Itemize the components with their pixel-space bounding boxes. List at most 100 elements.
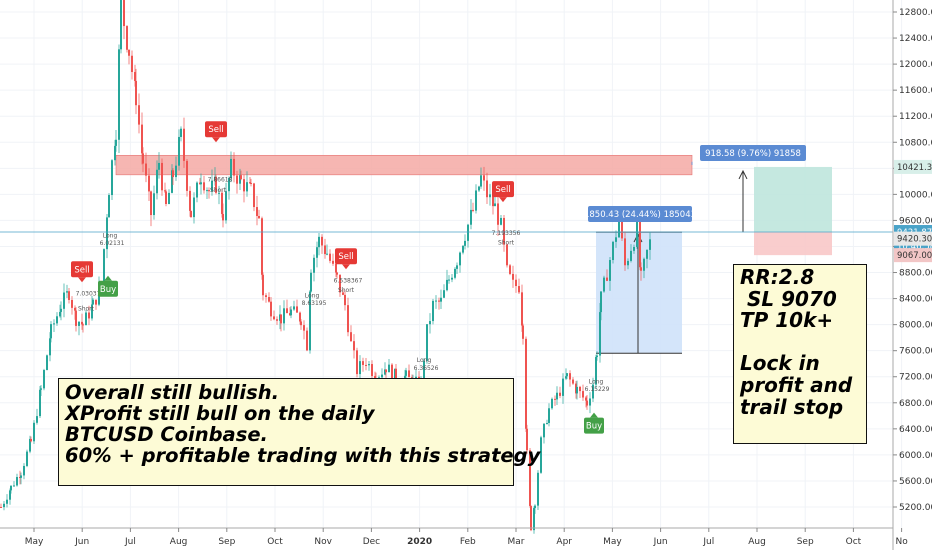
candle-body — [233, 158, 235, 176]
y-tick-label: 11600.00 — [899, 86, 932, 96]
candle-body — [566, 373, 568, 377]
signal-detail: Short — [210, 187, 227, 194]
candle-body — [172, 170, 174, 178]
candle-body — [228, 178, 230, 192]
signal-pointer — [499, 197, 507, 203]
candle-body — [448, 279, 450, 281]
candle-body — [615, 237, 617, 242]
candle-body — [310, 272, 312, 292]
x-tick-label: Sep — [797, 537, 814, 547]
candle-body — [135, 80, 137, 106]
tag-entry-bg — [894, 231, 932, 246]
candle-body — [459, 252, 461, 266]
candle-body — [74, 307, 76, 311]
candle-body — [23, 465, 25, 476]
candle-body — [256, 207, 258, 217]
candle-body — [293, 306, 295, 310]
candle-body — [497, 203, 499, 225]
candle-body — [521, 292, 523, 326]
candle-body — [128, 49, 130, 56]
candle-body — [489, 194, 491, 198]
candle-body — [175, 165, 177, 178]
candle-body — [16, 477, 18, 486]
candle-body — [435, 300, 437, 302]
candle-body — [569, 373, 571, 380]
candle-body — [639, 221, 641, 268]
tag-sl-bg — [894, 248, 932, 263]
candle-body — [454, 268, 456, 278]
signal-detail: Long — [305, 292, 320, 299]
candle-body — [356, 350, 358, 375]
signal-bg — [492, 181, 514, 198]
candle-body — [236, 175, 238, 184]
candle-body — [592, 384, 594, 399]
x-axis: May Jun Jul Aug Sep Oct Nov Dec 2020 Feb Mar Apr May… — [0, 527, 908, 547]
candle-body — [106, 217, 108, 250]
candle-body — [91, 304, 93, 319]
x-tick-label: May — [603, 537, 622, 547]
candle-body — [451, 277, 453, 280]
candle-body — [208, 190, 210, 192]
tag-tp: 10421.31 — [894, 159, 932, 174]
candle-body — [359, 361, 361, 375]
candle-body — [186, 160, 188, 191]
candle-body — [612, 241, 614, 261]
candle-body — [211, 180, 213, 192]
candle-body — [478, 186, 480, 191]
sell-signal: Sell — [335, 248, 357, 270]
candle-body — [335, 263, 337, 273]
candle-body — [526, 428, 528, 451]
candle-body — [60, 308, 62, 312]
candle-body — [353, 341, 355, 351]
candle-body — [103, 249, 105, 286]
candle-body — [240, 175, 242, 180]
candle-body — [446, 279, 448, 291]
candle-body — [46, 355, 48, 371]
candle-body — [350, 332, 352, 342]
y-tick-label: 9600.00 — [899, 216, 932, 226]
candle-body — [222, 213, 224, 221]
candle-body — [63, 292, 65, 309]
signal-detail: 7.03037 — [76, 290, 101, 297]
candle-body — [636, 221, 638, 247]
candle-body — [92, 299, 94, 305]
signal-pointer — [342, 264, 350, 270]
candle-body — [533, 508, 535, 531]
signal-detail: Short — [78, 305, 95, 312]
candle-body — [296, 306, 298, 313]
x-tick-label: Sep — [218, 537, 235, 547]
candle-body — [633, 246, 635, 251]
signal-detail: 6.02131 — [100, 240, 125, 247]
signal-pointer — [590, 412, 598, 418]
candle-body — [640, 267, 642, 271]
y-axis: 5200.00 5600.00 6000.00 6400.00 6800.00 7200.… — [892, 0, 932, 550]
signal-detail: 7.193356 — [492, 230, 521, 237]
candle-body — [525, 338, 527, 429]
candle-body — [582, 391, 584, 398]
x-tick-label: Oct — [267, 537, 283, 547]
candle-body — [405, 370, 407, 376]
candle-body — [243, 179, 245, 192]
candle-body — [40, 388, 42, 390]
y-tick-label: 12400.00 — [899, 34, 932, 44]
candle-body — [178, 136, 180, 166]
tag-sl: 9067.00 — [894, 248, 932, 263]
x-tick-label: Jul — [124, 537, 136, 547]
candle-body — [426, 324, 428, 361]
candle-body — [600, 291, 602, 313]
x-tick-label: Mar — [508, 537, 525, 547]
candle-body — [509, 265, 511, 274]
signal-label: Sell — [74, 265, 89, 275]
candle-body — [309, 291, 311, 351]
candle-body — [273, 316, 275, 320]
candle-body — [230, 158, 232, 179]
candle-body — [546, 422, 548, 424]
candle-body — [246, 182, 248, 192]
candle-body — [53, 323, 55, 325]
signal-detail: Long — [417, 357, 432, 364]
candle-body — [443, 290, 445, 298]
candle-body — [537, 472, 539, 506]
candle-body — [492, 194, 494, 207]
candle-body — [206, 190, 208, 192]
candle-body — [408, 370, 410, 378]
